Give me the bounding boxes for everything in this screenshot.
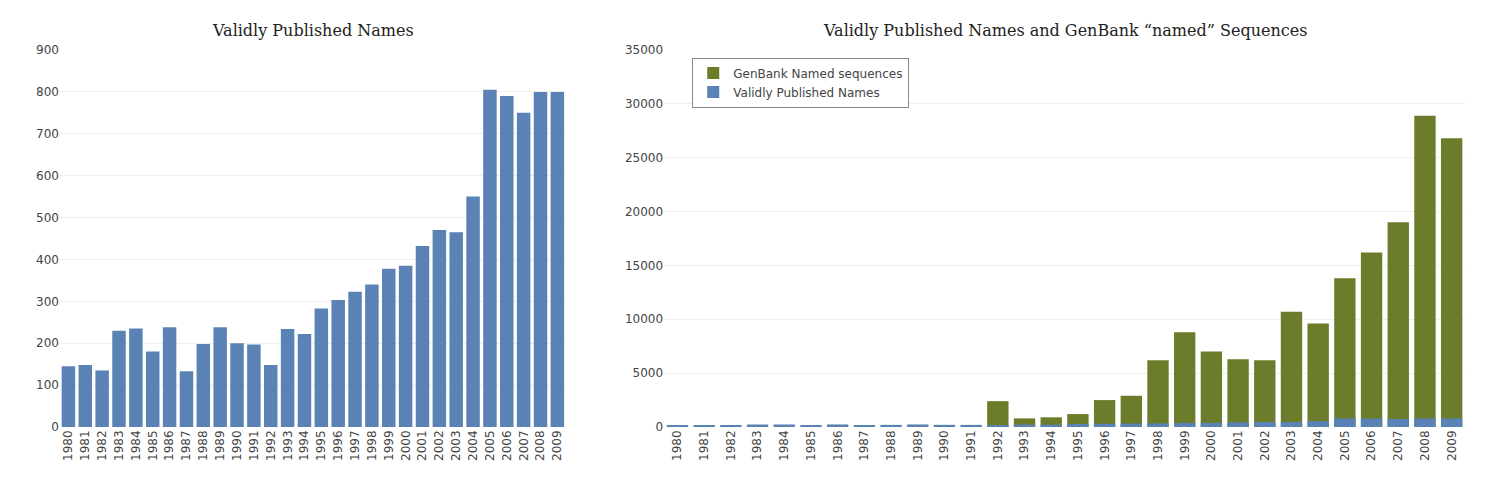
svg-text:1983: 1983: [750, 430, 764, 461]
svg-text:1980: 1980: [61, 430, 75, 461]
svg-text:1985: 1985: [804, 430, 818, 461]
svg-text:2006: 2006: [500, 430, 514, 461]
svg-text:1997: 1997: [348, 430, 362, 461]
svg-text:1998: 1998: [1151, 430, 1165, 461]
svg-text:1993: 1993: [281, 430, 295, 461]
svg-text:1988: 1988: [884, 430, 898, 461]
svg-text:1994: 1994: [297, 430, 311, 461]
svg-text:2008: 2008: [1418, 430, 1432, 461]
svg-text:900: 900: [36, 43, 59, 57]
svg-text:1991: 1991: [247, 430, 261, 461]
svg-text:1996: 1996: [331, 430, 345, 461]
svg-text:1987: 1987: [857, 430, 871, 461]
svg-text:1989: 1989: [213, 430, 227, 461]
svg-text:20000: 20000: [625, 205, 663, 219]
svg-text:2004: 2004: [466, 430, 480, 461]
svg-text:800: 800: [36, 85, 59, 99]
svg-text:1982: 1982: [724, 430, 738, 461]
svg-text:2001: 2001: [1231, 430, 1245, 461]
svg-text:2000: 2000: [399, 430, 413, 461]
svg-text:1994: 1994: [1044, 430, 1058, 461]
svg-text:2009: 2009: [1445, 430, 1459, 461]
svg-text:1984: 1984: [777, 430, 791, 461]
svg-text:1995: 1995: [1071, 430, 1085, 461]
svg-text:2005: 2005: [1338, 430, 1352, 461]
svg-text:1986: 1986: [162, 430, 176, 461]
svg-text:2001: 2001: [415, 430, 429, 461]
svg-text:1992: 1992: [991, 430, 1005, 461]
svg-text:1987: 1987: [179, 430, 193, 461]
svg-text:1999: 1999: [1178, 430, 1192, 461]
svg-text:1982: 1982: [95, 430, 109, 461]
svg-text:2002: 2002: [432, 430, 446, 461]
svg-text:2007: 2007: [1391, 430, 1405, 461]
svg-text:1995: 1995: [314, 430, 328, 461]
svg-text:GenBank Named sequences: GenBank Named sequences: [733, 67, 902, 81]
svg-text:1998: 1998: [365, 430, 379, 461]
svg-text:1985: 1985: [146, 430, 160, 461]
svg-text:1984: 1984: [129, 430, 143, 461]
svg-text:1991: 1991: [964, 430, 978, 461]
svg-text:300: 300: [36, 295, 59, 309]
svg-text:2004: 2004: [1311, 430, 1325, 461]
svg-text:600: 600: [36, 169, 59, 183]
svg-text:0: 0: [51, 420, 59, 434]
svg-text:1996: 1996: [1098, 430, 1112, 461]
svg-text:15000: 15000: [625, 259, 663, 273]
svg-text:200: 200: [36, 336, 59, 350]
svg-text:1990: 1990: [937, 430, 951, 461]
svg-text:30000: 30000: [625, 97, 663, 111]
svg-text:35000: 35000: [625, 43, 663, 57]
svg-text:2009: 2009: [550, 430, 564, 461]
svg-text:1981: 1981: [697, 430, 711, 461]
svg-text:400: 400: [36, 253, 59, 267]
svg-text:2002: 2002: [1258, 430, 1272, 461]
svg-text:2000: 2000: [1204, 430, 1218, 461]
svg-text:1980: 1980: [670, 430, 684, 461]
svg-text:0: 0: [656, 420, 664, 434]
svg-text:500: 500: [36, 211, 59, 225]
svg-text:2006: 2006: [1364, 430, 1378, 461]
svg-text:1986: 1986: [831, 430, 845, 461]
svg-text:Validly Published Names and Ge: Validly Published Names and GenBank “nam…: [823, 21, 1307, 40]
svg-text:2003: 2003: [1284, 430, 1298, 461]
svg-text:1988: 1988: [196, 430, 210, 461]
svg-text:100: 100: [36, 378, 59, 392]
svg-text:2003: 2003: [449, 430, 463, 461]
svg-text:5000: 5000: [633, 366, 664, 380]
svg-text:1993: 1993: [1017, 430, 1031, 461]
svg-text:1989: 1989: [911, 430, 925, 461]
svg-text:1999: 1999: [382, 430, 396, 461]
svg-text:1990: 1990: [230, 430, 244, 461]
svg-text:2005: 2005: [483, 430, 497, 461]
svg-text:1997: 1997: [1124, 430, 1138, 461]
svg-text:1981: 1981: [78, 430, 92, 461]
svg-text:1992: 1992: [264, 430, 278, 461]
svg-text:Validly Published Names: Validly Published Names: [733, 86, 879, 100]
svg-text:2008: 2008: [533, 430, 547, 461]
svg-text:700: 700: [36, 127, 59, 141]
svg-text:1983: 1983: [112, 430, 126, 461]
svg-text:2007: 2007: [517, 430, 531, 461]
svg-text:25000: 25000: [625, 151, 663, 165]
svg-text:Validly Published Names: Validly Published Names: [212, 21, 414, 40]
svg-text:10000: 10000: [625, 312, 663, 326]
